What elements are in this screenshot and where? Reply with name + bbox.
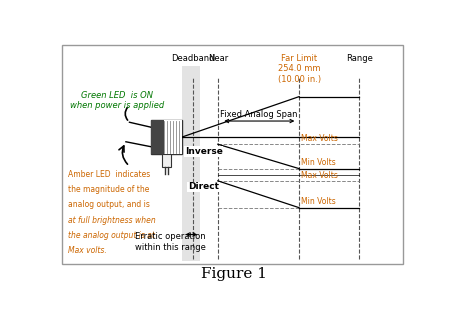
Text: Max Volts: Max Volts bbox=[300, 134, 337, 143]
Bar bbox=[150, 120, 164, 154]
Text: Inverse: Inverse bbox=[184, 147, 222, 156]
Text: analog output, and is: analog output, and is bbox=[67, 200, 149, 210]
Text: Range: Range bbox=[345, 54, 372, 63]
Text: Deadband: Deadband bbox=[171, 54, 214, 63]
Bar bbox=[164, 120, 182, 154]
Text: Min Volts: Min Volts bbox=[300, 197, 335, 206]
Text: the magnitude of the: the magnitude of the bbox=[67, 185, 149, 194]
Bar bbox=[62, 45, 402, 264]
Text: Far Limit
254.0 mm
(10.00 in.): Far Limit 254.0 mm (10.00 in.) bbox=[277, 54, 320, 84]
Text: Amber LED  indicates: Amber LED indicates bbox=[67, 170, 150, 179]
Text: at full brightness when: at full brightness when bbox=[67, 216, 155, 225]
Bar bbox=[150, 120, 182, 154]
Text: Erratic operation
within this range: Erratic operation within this range bbox=[134, 232, 205, 252]
Bar bbox=[182, 66, 200, 262]
Text: the analog output is at: the analog output is at bbox=[67, 231, 154, 240]
Text: Figure 1: Figure 1 bbox=[200, 267, 266, 281]
Text: Fixed Analog Span: Fixed Analog Span bbox=[219, 110, 297, 119]
Text: Direct: Direct bbox=[188, 183, 219, 191]
Text: Min Volts: Min Volts bbox=[300, 158, 335, 167]
Text: Green LED  is ON
when power is applied: Green LED is ON when power is applied bbox=[70, 91, 164, 110]
Text: Max Volts: Max Volts bbox=[300, 171, 337, 180]
Text: Max volts.: Max volts. bbox=[67, 246, 106, 255]
Text: Near: Near bbox=[207, 54, 228, 63]
Bar bbox=[162, 154, 171, 167]
